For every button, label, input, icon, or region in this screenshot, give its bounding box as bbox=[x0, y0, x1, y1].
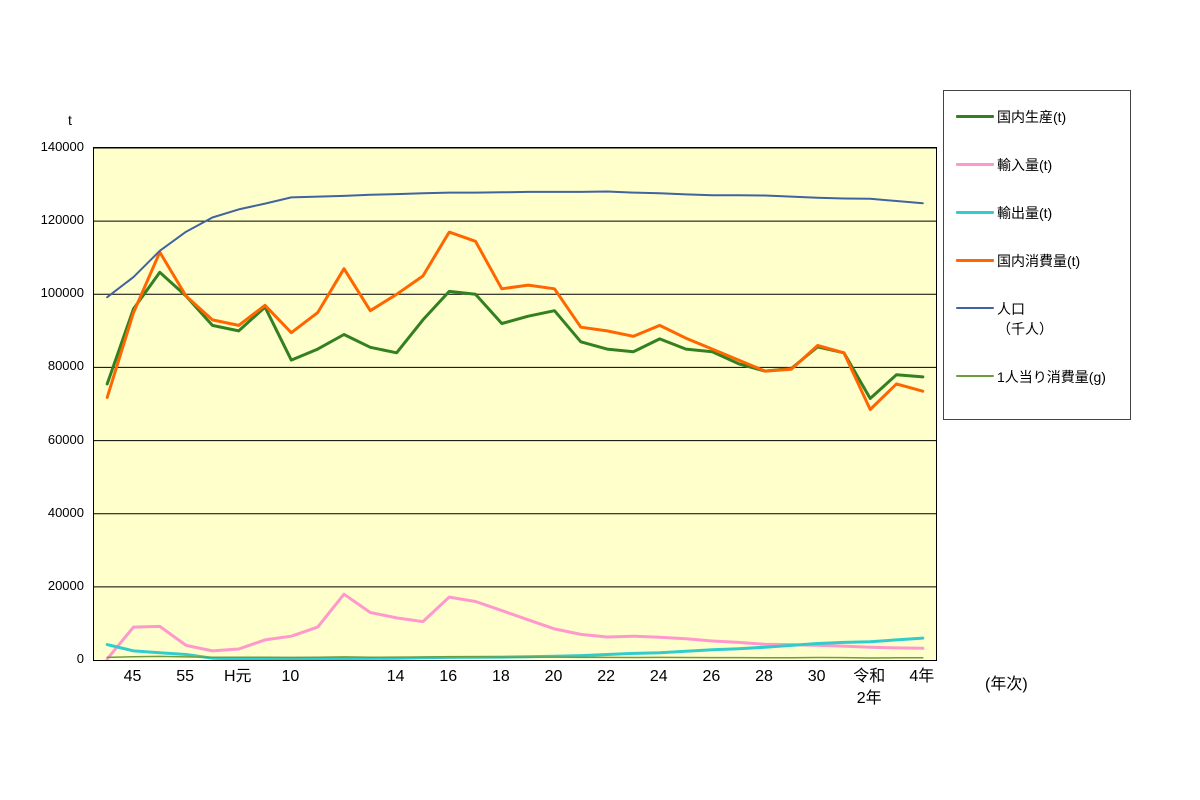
legend-line-sample bbox=[956, 163, 994, 166]
x-axis-unit-label: (年次) bbox=[985, 676, 1028, 693]
legend-line-sample bbox=[956, 307, 994, 309]
legend-label: 国内消費量(t) bbox=[997, 253, 1081, 269]
x-axis-tick-label: 28 bbox=[755, 668, 773, 685]
x-axis-tick-label: 14 bbox=[386, 668, 405, 685]
x-axis-tick-label: 16 bbox=[439, 668, 458, 685]
y-axis-tick-label: 20000 bbox=[47, 577, 84, 593]
series-line-6 bbox=[106, 655, 924, 659]
y-axis-tick-label: 80000 bbox=[47, 358, 84, 374]
x-axis-tick-label: 令和 2年 bbox=[853, 668, 886, 707]
legend-line-sample bbox=[956, 211, 994, 214]
legend-item-2: 輸入量(t) bbox=[956, 155, 1124, 175]
legend-label: 1人当り消費量(g) bbox=[997, 369, 1106, 385]
x-axis-tick-label: 26 bbox=[702, 668, 721, 685]
legend-line-sample bbox=[956, 375, 994, 377]
x-axis-tick-label: 55 bbox=[176, 668, 194, 685]
y-axis-tick-label: 100000 bbox=[40, 285, 84, 301]
legend: 国内生産(t) 輸入量(t) 輸出量(t) 国内消費量(t) 人口 （千人） 1人当り消費量… bbox=[943, 90, 1131, 420]
legend-line-sample bbox=[956, 115, 994, 118]
chart-canvas bbox=[94, 148, 936, 660]
legend-label: 人口 （千人） bbox=[997, 301, 1053, 337]
y-axis-tick-label: 0 bbox=[76, 651, 84, 666]
x-axis-tick-label: 30 bbox=[807, 668, 826, 685]
x-axis-tick-label: 20 bbox=[544, 668, 563, 685]
y-axis-tick-label: 60000 bbox=[47, 431, 84, 447]
legend-label: 輸入量(t) bbox=[997, 157, 1053, 173]
legend-label: 輸出量(t) bbox=[997, 205, 1053, 221]
x-axis-tick-label: 45 bbox=[123, 668, 142, 685]
y-axis-tick-label: 40000 bbox=[47, 504, 84, 520]
x-axis-tick-label: H元 bbox=[223, 668, 252, 685]
legend-line-sample bbox=[956, 259, 994, 262]
x-axis-tick-label: 18 bbox=[491, 668, 510, 685]
y-axis-tick-label: 120000 bbox=[40, 212, 84, 228]
legend-item-5: 人口 （千人） bbox=[956, 299, 1124, 339]
legend-item-1: 国内生産(t) bbox=[956, 107, 1124, 127]
x-axis-tick-label: 24 bbox=[649, 668, 668, 685]
series-line-5 bbox=[106, 190, 924, 299]
y-axis-tick-label: 140000 bbox=[40, 139, 84, 154]
series-line-1 bbox=[105, 270, 925, 400]
series-line-4 bbox=[105, 230, 925, 411]
y-axis-unit-label: t bbox=[68, 112, 72, 128]
x-axis-tick-label: 10 bbox=[281, 668, 300, 685]
series-line-2 bbox=[105, 592, 925, 660]
x-axis-tick-label: 4年 bbox=[909, 668, 935, 685]
x-axis-tick-label: 22 bbox=[597, 668, 615, 685]
legend-label: 国内生産(t) bbox=[997, 109, 1067, 125]
legend-item-6: 1人当り消費量(g) bbox=[956, 367, 1124, 387]
legend-item-4: 国内消費量(t) bbox=[956, 251, 1124, 271]
legend-item-3: 輸出量(t) bbox=[956, 203, 1124, 223]
plot-area bbox=[93, 147, 937, 661]
